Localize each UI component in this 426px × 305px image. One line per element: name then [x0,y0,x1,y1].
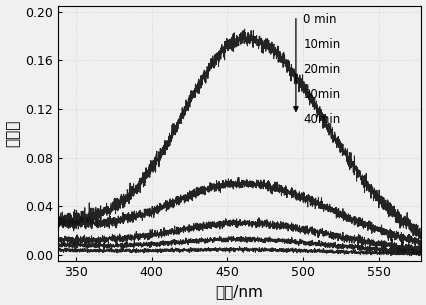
Text: 30min: 30min [302,88,340,101]
Text: 10min: 10min [302,38,340,51]
Text: 0 min: 0 min [302,13,336,26]
X-axis label: 波长/nm: 波长/nm [215,285,263,300]
Y-axis label: 吸收值: 吸收值 [6,120,20,147]
Text: 20min: 20min [302,63,340,76]
Text: 40min: 40min [302,113,340,126]
